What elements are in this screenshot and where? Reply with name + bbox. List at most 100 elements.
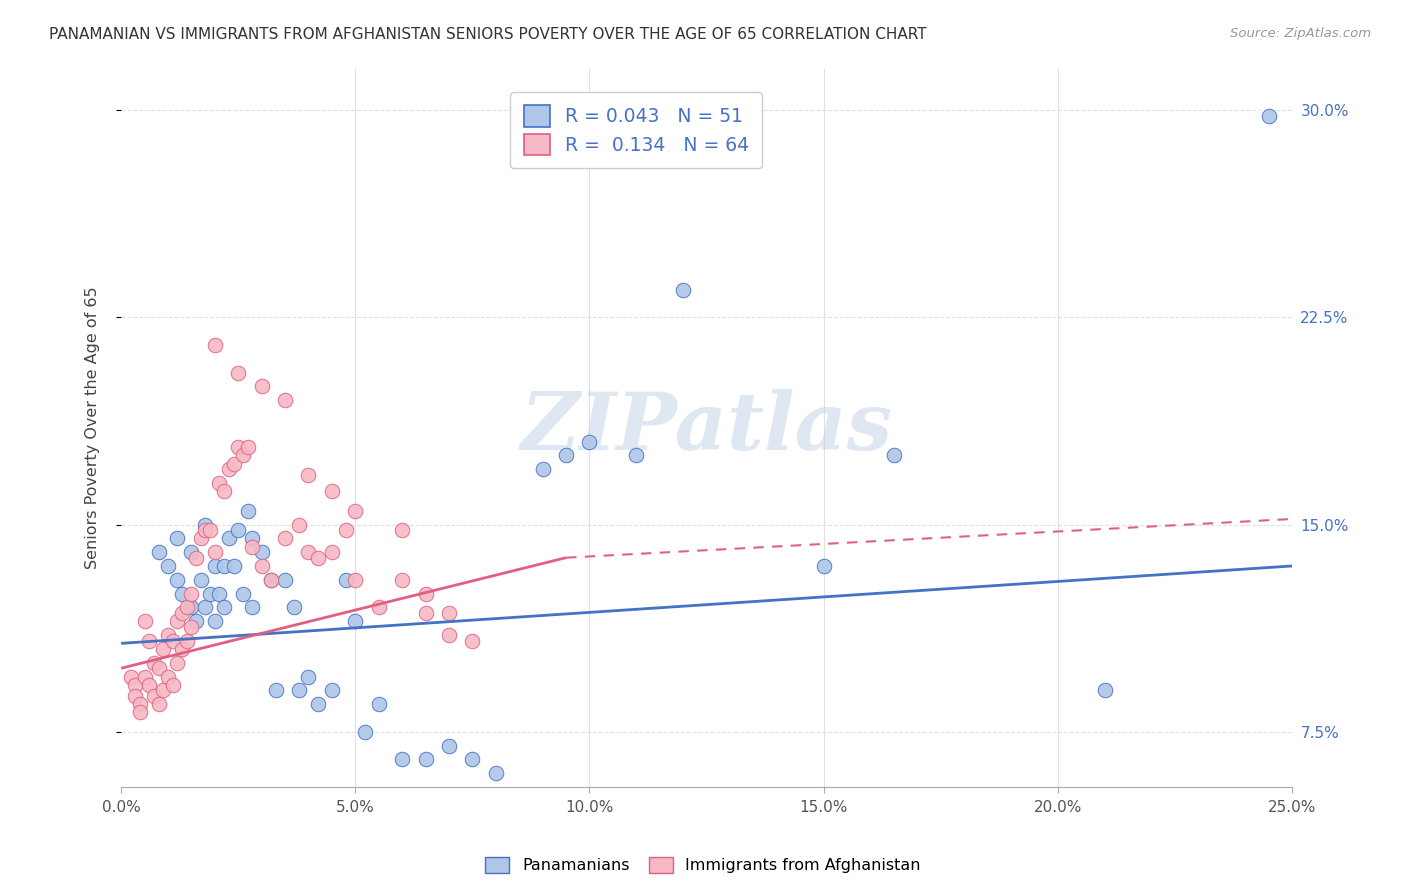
Point — [204, 614, 226, 628]
Y-axis label: Seniors Poverty Over the Age of 65: Seniors Poverty Over the Age of 65 — [86, 286, 100, 569]
Point — [134, 614, 156, 628]
Legend: Panamanians, Immigrants from Afghanistan: Panamanians, Immigrants from Afghanistan — [479, 850, 927, 880]
Point — [344, 573, 367, 587]
Point — [555, 449, 578, 463]
Point — [274, 393, 297, 408]
Point — [250, 558, 273, 573]
Point — [204, 338, 226, 352]
Point — [194, 523, 217, 537]
Point — [138, 678, 160, 692]
Point — [190, 573, 212, 587]
Point — [204, 545, 226, 559]
Point — [288, 517, 311, 532]
Point — [128, 697, 150, 711]
Point — [194, 517, 217, 532]
Point — [391, 573, 413, 587]
Point — [321, 484, 343, 499]
Point — [156, 669, 179, 683]
Point — [250, 545, 273, 559]
Point — [208, 476, 231, 491]
Point — [222, 457, 245, 471]
Point — [307, 550, 329, 565]
Point — [240, 600, 263, 615]
Point — [283, 600, 305, 615]
Point — [180, 586, 202, 600]
Point — [166, 614, 188, 628]
Point — [626, 449, 648, 463]
Point — [198, 586, 221, 600]
Point — [184, 550, 207, 565]
Point — [148, 545, 170, 559]
Point — [437, 606, 460, 620]
Point — [120, 669, 142, 683]
Point — [128, 706, 150, 720]
Point — [226, 366, 249, 380]
Point — [883, 449, 905, 463]
Point — [461, 633, 484, 648]
Point — [531, 462, 554, 476]
Point — [321, 545, 343, 559]
Point — [307, 697, 329, 711]
Point — [260, 573, 283, 587]
Point — [321, 683, 343, 698]
Point — [170, 606, 193, 620]
Point — [180, 600, 202, 615]
Point — [437, 739, 460, 753]
Point — [274, 573, 297, 587]
Point — [344, 504, 367, 518]
Point — [190, 532, 212, 546]
Point — [152, 641, 174, 656]
Point — [578, 434, 600, 449]
Text: PANAMANIAN VS IMMIGRANTS FROM AFGHANISTAN SENIORS POVERTY OVER THE AGE OF 65 COR: PANAMANIAN VS IMMIGRANTS FROM AFGHANISTA… — [49, 27, 927, 42]
Point — [142, 689, 165, 703]
Point — [194, 600, 217, 615]
Point — [124, 689, 146, 703]
Point — [218, 532, 240, 546]
Point — [367, 600, 389, 615]
Point — [236, 440, 259, 454]
Point — [142, 656, 165, 670]
Point — [415, 752, 437, 766]
Point — [208, 586, 231, 600]
Point — [162, 678, 184, 692]
Point — [198, 523, 221, 537]
Point — [156, 558, 179, 573]
Point — [176, 600, 198, 615]
Point — [240, 540, 263, 554]
Point — [415, 606, 437, 620]
Point — [180, 620, 202, 634]
Point — [1094, 683, 1116, 698]
Text: Source: ZipAtlas.com: Source: ZipAtlas.com — [1230, 27, 1371, 40]
Point — [148, 697, 170, 711]
Point — [222, 558, 245, 573]
Point — [274, 532, 297, 546]
Point — [166, 573, 188, 587]
Point — [212, 558, 235, 573]
Point — [166, 656, 188, 670]
Point — [226, 523, 249, 537]
Point — [297, 669, 319, 683]
Point — [124, 678, 146, 692]
Point — [250, 379, 273, 393]
Text: ZIPatlas: ZIPatlas — [520, 389, 893, 467]
Point — [162, 633, 184, 648]
Point — [138, 633, 160, 648]
Point — [180, 545, 202, 559]
Point — [391, 523, 413, 537]
Point — [218, 462, 240, 476]
Point — [672, 283, 695, 297]
Point — [240, 532, 263, 546]
Legend: R = 0.043   N = 51, R =  0.134   N = 64: R = 0.043 N = 51, R = 0.134 N = 64 — [510, 92, 762, 169]
Point — [264, 683, 287, 698]
Point — [335, 573, 357, 587]
Point — [212, 600, 235, 615]
Point — [297, 545, 319, 559]
Point — [391, 752, 413, 766]
Point — [156, 628, 179, 642]
Point — [367, 697, 389, 711]
Point — [1257, 108, 1279, 122]
Point — [260, 573, 283, 587]
Point — [813, 558, 835, 573]
Point — [204, 558, 226, 573]
Point — [170, 586, 193, 600]
